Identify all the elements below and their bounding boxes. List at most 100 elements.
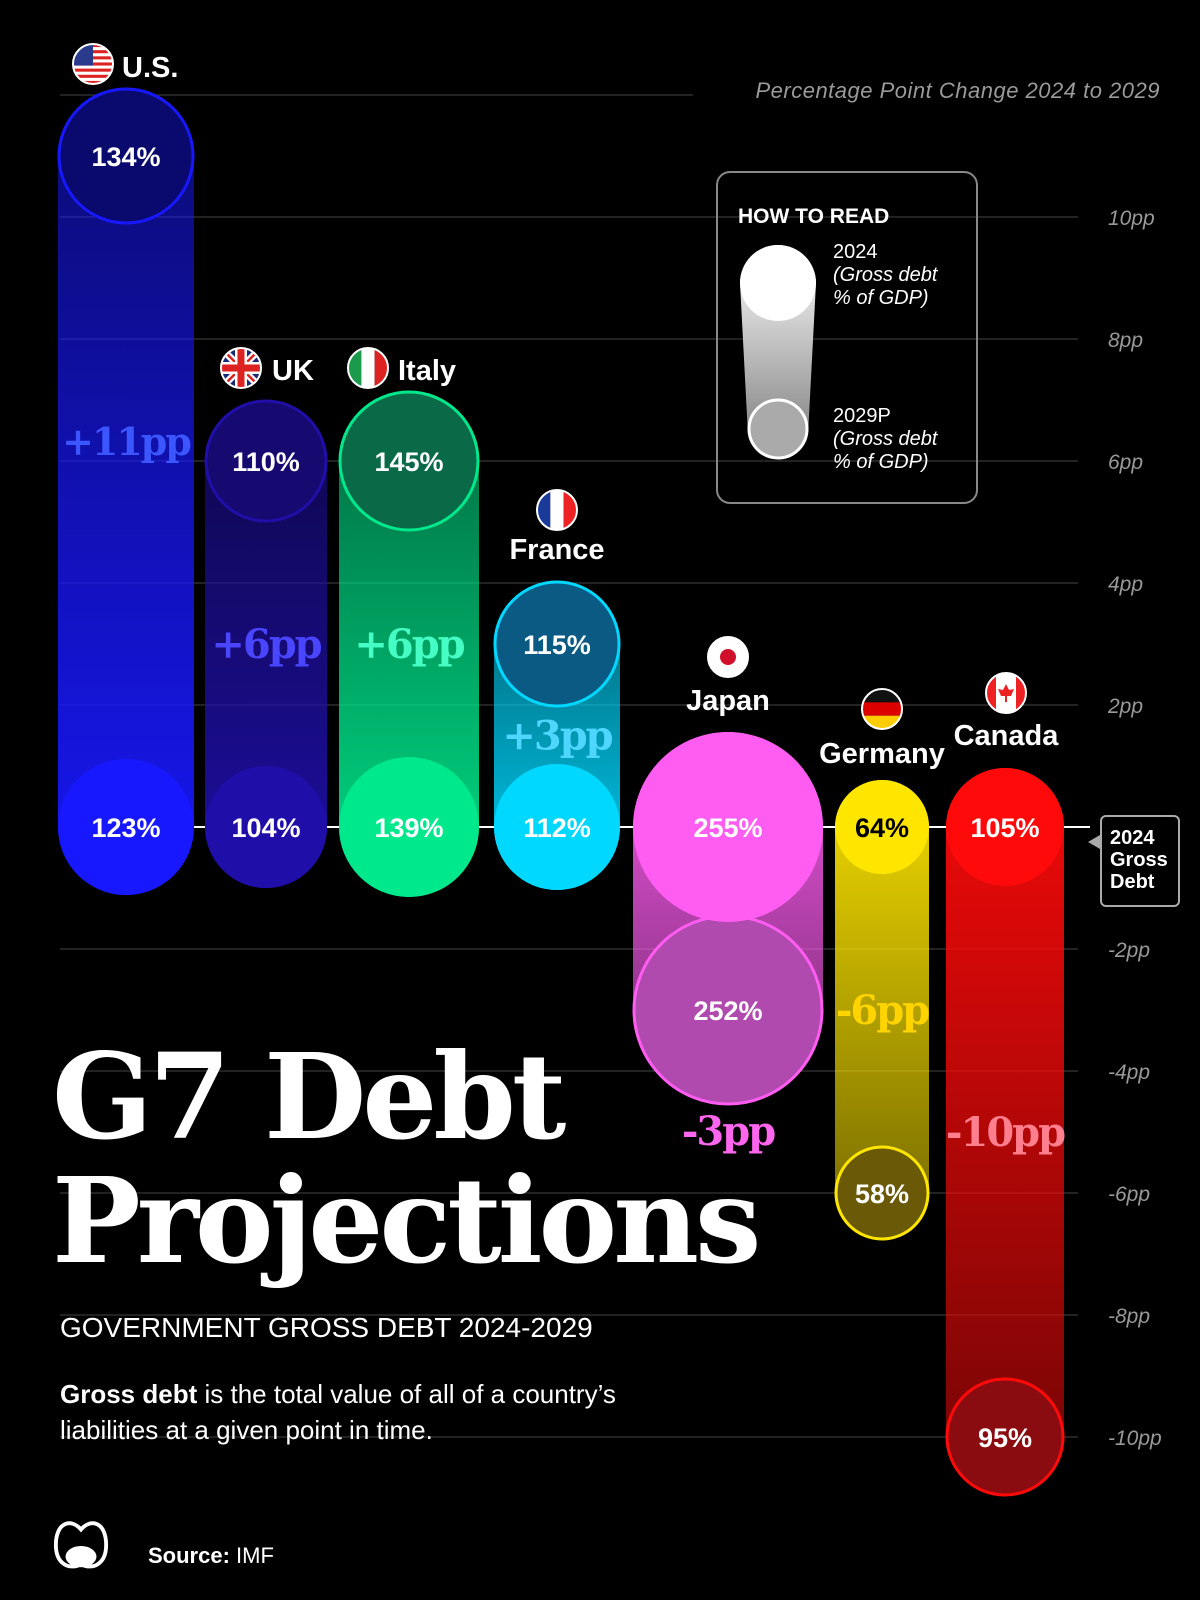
flag-ring [861,688,903,730]
legend-2024-year: 2024 [833,241,878,263]
value-2029-label: 110% [232,447,300,477]
change-bar [835,780,929,1240]
marker-2029 [338,390,480,532]
value-2029-label: 145% [374,447,443,477]
marker-2024 [58,759,194,895]
country-name: Italy [398,355,456,387]
baseline-label-line: Gross [1110,849,1168,871]
country-column: 64% 58% -6pp Germany [819,688,945,1241]
flag-ring [72,43,114,85]
title-line-2: Projections [52,1151,761,1290]
legend-2024-label: 2024 (Gross debt % of GDP) [833,241,937,310]
country-name: Canada [954,720,1060,752]
description-bold: Gross debt [60,1379,198,1409]
country-column: 139% 145% +6pp Italy [338,347,480,897]
flag-part [986,673,996,713]
marker-2029 [204,399,328,523]
flag-ring [536,489,578,531]
y-tick-label: -2pp [1108,939,1150,962]
y-tick-label: -8pp [1108,1305,1150,1328]
y-tick-label: -4pp [1108,1061,1150,1084]
flag-ring [347,347,389,389]
flag-jp-icon [708,637,748,677]
description-text: is the total value of all of a country’s… [60,1379,616,1445]
source-label: Source: [148,1543,230,1568]
country-name: Japan [686,685,770,717]
flag-ring [220,347,262,389]
flag-part [550,490,564,530]
marker-2029 [493,580,621,708]
y-tick-label: -10pp [1108,1427,1162,1450]
axis-title: Percentage Point Change 2024 to 2029 [755,78,1160,103]
flag-part [720,649,736,665]
country-name: France [509,534,604,566]
y-tick-label: 6pp [1108,451,1143,474]
value-2024-label: 139% [374,813,443,843]
marker-2024 [205,766,327,888]
country-column: 255% 252% -3pp Japan [632,636,824,1155]
flag-part [361,348,375,388]
legend-2029-sub2: % of GDP) [833,451,929,473]
legend-2024-sub1: (Gross debt [833,264,938,286]
flag-part [73,80,113,84]
value-2029-label: 115% [523,630,591,660]
country-name: UK [272,355,314,387]
flag-part [221,364,261,372]
change-bar [58,88,194,895]
flag-ca-icon [986,673,1026,713]
country-name: Germany [819,738,945,770]
marker-2029 [834,1145,930,1241]
flag-part [862,702,902,716]
change-label: +6pp [211,621,321,668]
source-value: IMF [229,1543,274,1568]
legend-2029-label: 2029P (Gross debt % of GDP) [833,405,937,474]
value-2029-label: 95% [978,1423,1032,1453]
value-2029-label: 134% [91,142,160,172]
flag-part [73,74,113,78]
change-label: -10pp [946,1109,1065,1156]
source: Source: IMF [148,1543,274,1569]
change-label: +6pp [354,621,464,668]
page-title: G7 Debt Projections [52,1027,761,1290]
flag-ring [707,636,749,678]
marker-2024 [633,732,823,922]
flag-part [73,68,113,72]
value-2024-label: 104% [231,813,300,843]
flag-part [1016,673,1026,713]
value-2029-label: 58% [855,1179,909,1209]
subtitle: GOVERNMENT GROSS DEBT 2024-2029 [60,1312,593,1343]
baseline-label-line: Debt [1110,871,1155,893]
value-2029-label: 252% [693,996,762,1026]
legend-title: HOW TO READ [738,205,890,228]
marker-2024 [339,757,479,897]
value-2024-label: 105% [970,813,1039,843]
how-to-read-legend: HOW TO READ 2024 (Gross debt % of GDP) 2… [716,171,978,504]
change-label: +3pp [502,713,612,760]
legend-2024-sub2: % of GDP) [833,287,929,309]
country-name: U.S. [122,52,178,84]
baseline-label-line: 2024 [1110,827,1155,849]
country-column: 105% 95% -10pp Canada [945,672,1067,1497]
change-bar [946,768,1064,1496]
country-column: 123% 134% +11pp U.S. [57,43,195,895]
change-label: -6pp [836,987,929,1034]
marker-2024 [946,768,1064,886]
marker-2024 [835,780,929,874]
y-tick-label: 10pp [1108,207,1155,230]
flag-ring [985,672,1027,714]
country-column: 112% 115% +3pp France [493,489,621,890]
baseline-pointer-icon [1088,835,1100,849]
legend-2029-year: 2029P [833,405,891,427]
value-2024-label: 123% [91,813,160,843]
y-tick-label: 8pp [1108,329,1143,352]
y-tick-label: -6pp [1108,1183,1150,1206]
change-bar [205,400,327,888]
legend-2029-sub1: (Gross debt [833,428,938,450]
description: Gross debt is the total value of all of … [60,1376,680,1448]
legend-capsule-icon [740,245,816,460]
change-label: -3pp [682,1108,775,1155]
title-line-1: G7 Debt [52,1027,566,1166]
marker-2024 [494,764,620,890]
y-tick-label: 4pp [1108,573,1143,596]
publisher-logo-icon [53,1521,109,1569]
